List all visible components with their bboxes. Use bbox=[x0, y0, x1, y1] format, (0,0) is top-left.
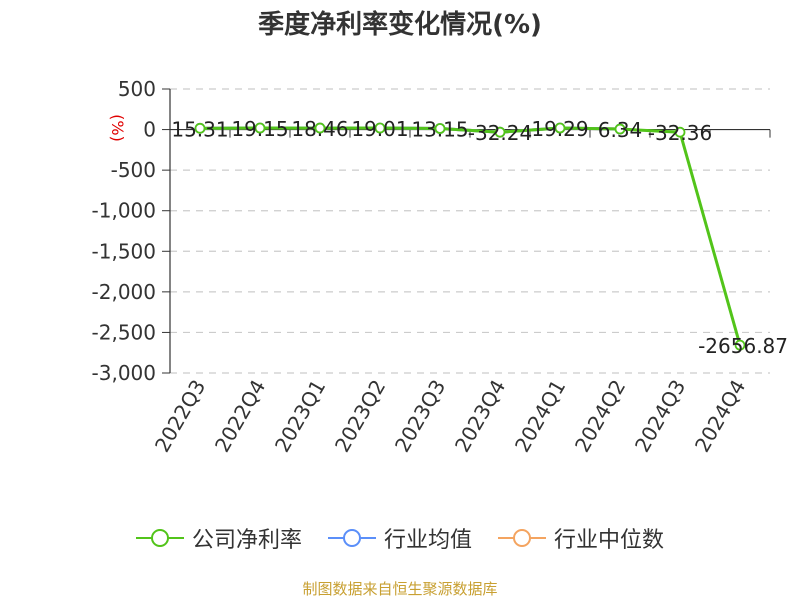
series-line bbox=[199, 126, 742, 346]
data-label: 19.15 bbox=[231, 117, 288, 141]
data-point bbox=[374, 122, 386, 134]
data-labels: 15.31 19.15 18.46 19.01 13.15 -32.24 19.29 6.34… bbox=[171, 117, 788, 358]
source-note: 制图数据来自恒生聚源数据库 bbox=[302, 580, 498, 598]
data-point bbox=[614, 123, 626, 135]
y-axis-label: (%) bbox=[108, 114, 127, 142]
data-point bbox=[434, 123, 446, 134]
data-label: 19.01 bbox=[351, 117, 408, 141]
data-label: -2656.87 bbox=[698, 334, 788, 358]
legend-item[interactable]: 行业均值 bbox=[327, 522, 472, 554]
legend-label: 行业中位数 bbox=[554, 528, 665, 553]
x-tick-label: 2023Q4 bbox=[450, 376, 510, 457]
data-point bbox=[734, 339, 746, 351]
chart-title: 季度净利率变化情况(%) bbox=[258, 9, 542, 40]
gridlines bbox=[170, 88, 770, 374]
legend: 公司净利率 行业均值 行业中位数 bbox=[0, 522, 800, 554]
y-tick-label: 0 bbox=[143, 118, 156, 142]
y-tick-label: 500 bbox=[118, 77, 156, 101]
data-point bbox=[314, 122, 326, 134]
legend-item[interactable]: 行业中位数 bbox=[498, 522, 664, 554]
legend-swatch bbox=[327, 529, 376, 547]
data-label: -32.24 bbox=[468, 121, 532, 145]
x-tick-label: 2022Q3 bbox=[150, 376, 210, 457]
data-point bbox=[194, 122, 206, 134]
data-point bbox=[494, 126, 506, 138]
y-tick-label: -1,500 bbox=[92, 239, 156, 263]
data-label: 13.15 bbox=[411, 118, 468, 142]
chart-canvas: 季度净利率变化情况(%) (%) 500 0 -500 -1,000 -1,500 -2,… bbox=[92, 9, 788, 457]
series-group bbox=[194, 122, 746, 351]
y-tick-label: -3,000 bbox=[92, 361, 156, 385]
x-tick-label: 2023Q3 bbox=[390, 376, 450, 457]
x-tick-label: 2024Q3 bbox=[630, 376, 690, 457]
x-tick-label: 2024Q1 bbox=[510, 376, 570, 457]
x-tick-label: 2022Q4 bbox=[210, 376, 270, 457]
data-label: 15.31 bbox=[171, 117, 228, 141]
y-tick-label: -2,000 bbox=[92, 280, 156, 304]
data-label: 6.34 bbox=[598, 118, 643, 142]
data-label: -32.36 bbox=[648, 121, 712, 145]
legend-label: 行业均值 bbox=[383, 528, 472, 553]
data-label: 19.29 bbox=[531, 117, 588, 141]
legend-label: 公司净利率 bbox=[191, 528, 302, 553]
x-tick-label: 2023Q1 bbox=[270, 376, 330, 457]
data-point bbox=[554, 122, 566, 134]
x-tick-label: 2023Q2 bbox=[330, 376, 390, 457]
x-tick-label: 2024Q4 bbox=[690, 376, 750, 457]
y-tick-label: -1,000 bbox=[92, 199, 156, 223]
data-point bbox=[254, 122, 266, 134]
legend-item[interactable]: 公司净利率 bbox=[135, 522, 302, 554]
x-tick-label: 2024Q2 bbox=[570, 376, 630, 457]
data-point bbox=[674, 126, 686, 138]
y-tick-label: -500 bbox=[111, 158, 156, 182]
y-tick-label: -2,500 bbox=[92, 320, 156, 344]
data-label: 18.46 bbox=[291, 117, 348, 141]
legend-swatch bbox=[135, 529, 184, 547]
legend-swatch bbox=[498, 529, 546, 547]
